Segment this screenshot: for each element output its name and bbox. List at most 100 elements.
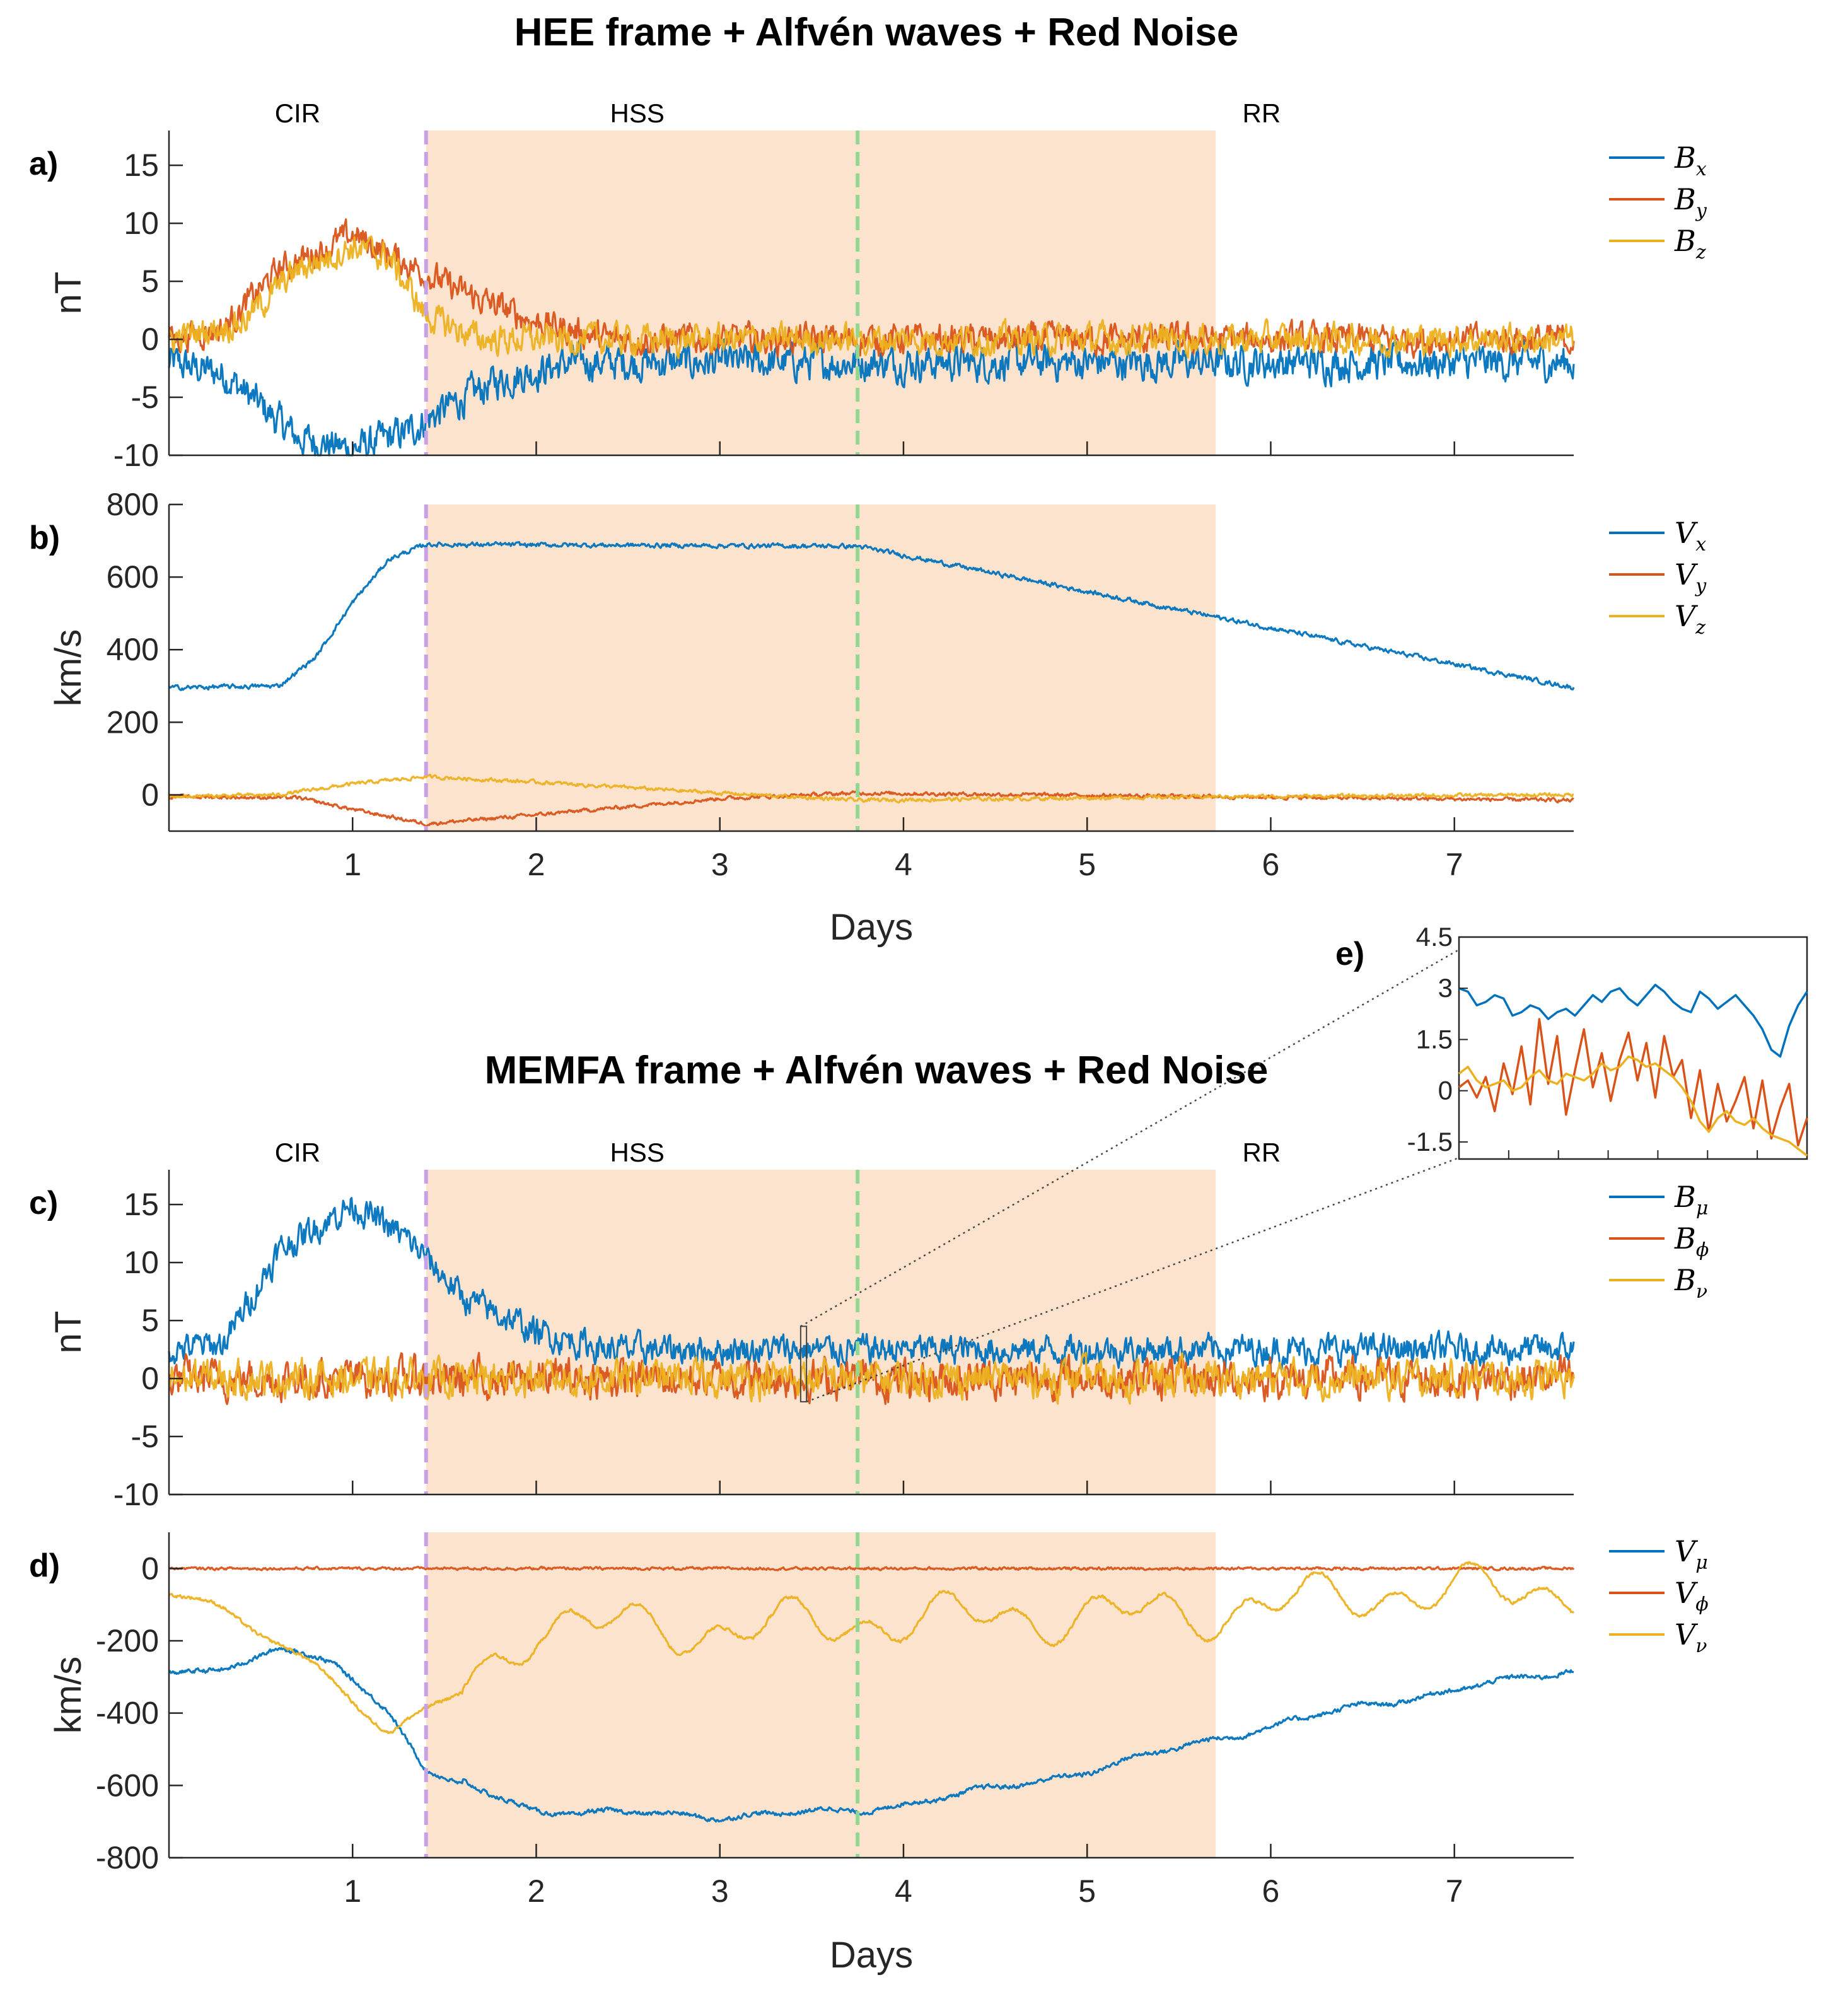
legend-label-symbol: B (1674, 1263, 1696, 1297)
legend-label-subscript: ϕ (1695, 1594, 1708, 1616)
legend-label-subscript: x (1696, 158, 1707, 180)
legend-label: By (1674, 182, 1707, 222)
y-tick-label: 0 (141, 322, 159, 357)
legend-label-subscript: μ (1695, 1552, 1708, 1574)
x-axis-label: Days (830, 1935, 913, 1976)
hss-shaded-region (426, 131, 1216, 455)
legend-label-symbol: V (1675, 599, 1699, 633)
legend-label-symbol: B (1674, 182, 1696, 216)
legend-label: Bμ (1674, 1180, 1708, 1220)
series-line-b-1 (168, 218, 1575, 359)
legend-label: Bz (1674, 224, 1706, 264)
legend-label-subscript: ν (1696, 1281, 1707, 1303)
legend-label: Bx (1674, 141, 1707, 180)
legend-label-symbol: B (1674, 224, 1696, 258)
x-tick-label: 7 (1446, 1873, 1463, 1909)
region-label-rr: RR (1243, 1138, 1281, 1167)
hss-shaded-region (426, 504, 1216, 831)
y-tick-label: 800 (107, 487, 159, 522)
legend-label-subscript: z (1695, 242, 1706, 264)
series-line-b-0 (168, 1197, 1575, 1371)
x-tick-label: 1 (344, 1873, 361, 1909)
panel-title: HEE frame + Alfvén waves + Red Noise (514, 11, 1239, 54)
y-axis-label: nT (48, 1311, 89, 1354)
inset-y-tick-label: 4.5 (1416, 922, 1453, 952)
panel-label: d) (29, 1547, 60, 1584)
y-tick-label: -10 (113, 1477, 159, 1512)
legend-label: Vy (1675, 557, 1707, 597)
y-tick-label: 10 (124, 1245, 159, 1280)
legend-label-symbol: V (1675, 1576, 1699, 1610)
y-tick-label: 0 (141, 1361, 159, 1396)
hss-shaded-region (426, 1170, 1216, 1495)
region-label-hss: HSS (610, 1138, 664, 1167)
y-tick-label: 5 (141, 264, 159, 299)
region-label-hss: HSS (610, 98, 664, 128)
panel-label: a) (29, 146, 58, 182)
y-tick-label: -800 (96, 1840, 159, 1875)
series-line-v-2 (168, 1561, 1575, 1734)
y-tick-label: -400 (96, 1696, 159, 1731)
x-tick-label: 4 (895, 1873, 912, 1909)
panel-label: e) (1335, 936, 1364, 972)
legend-label-subscript: y (1695, 200, 1707, 222)
series-line-b-2 (168, 235, 1574, 359)
y-tick-label: -5 (131, 1419, 159, 1454)
y-tick-label: 600 (107, 559, 159, 595)
legend-label: Vϕ (1675, 1576, 1709, 1616)
x-tick-label: 7 (1446, 847, 1463, 882)
panel-label: b) (29, 520, 60, 556)
legend-label: Vz (1675, 599, 1706, 639)
y-tick-label: 15 (124, 148, 159, 183)
legend-label-symbol: V (1675, 557, 1699, 591)
y-tick-label: 0 (141, 777, 159, 812)
inset-y-tick-label: -1.5 (1407, 1127, 1453, 1157)
x-tick-label: 2 (528, 1873, 545, 1909)
legend-label-symbol: B (1674, 1180, 1696, 1214)
series-line-v-0 (168, 540, 1575, 692)
legend-label-subscript: ν (1695, 1635, 1707, 1657)
y-axis-label: km/s (48, 1657, 89, 1733)
y-tick-label: 200 (107, 704, 159, 740)
x-tick-label: 4 (895, 847, 912, 882)
y-tick-label: 10 (124, 206, 159, 241)
y-axis-label: km/s (48, 629, 89, 706)
legend-label: Vx (1675, 516, 1706, 556)
y-tick-label: 0 (141, 1551, 159, 1586)
y-tick-label: 5 (141, 1303, 159, 1338)
series-line-v-1 (168, 1565, 1575, 1571)
legend-label-subscript: ϕ (1696, 1239, 1709, 1261)
y-tick-label: 15 (124, 1187, 159, 1222)
zoom-connector-top (800, 948, 1460, 1327)
legend-label: Vμ (1675, 1534, 1708, 1574)
inset-series-line-2 (1458, 1055, 1808, 1157)
panel-a: HEE frame + Alfvén waves + Red Noise CIR H… (29, 11, 1707, 473)
inset-series-line-1 (1458, 1018, 1808, 1147)
inset-y-tick-label: 0 (1438, 1076, 1453, 1105)
hss-shaded-region (426, 1532, 1216, 1858)
series-line-v-2 (168, 773, 1574, 804)
x-axis-label: Days (830, 907, 913, 948)
panel-title: MEMFA frame + Alfvén waves + Red Noise (485, 1049, 1269, 1092)
x-tick-label: 1 (344, 847, 361, 882)
panel-c: MEMFA frame + Alfvén waves + Red Noise CI… (29, 1049, 1709, 1512)
x-tick-label: 5 (1078, 847, 1096, 882)
panel-e-inset: -1.5 0 1.5 3 4.5 e) (799, 922, 1808, 1403)
legend-label-symbol: V (1675, 1617, 1699, 1652)
legend-label-symbol: B (1674, 141, 1696, 175)
legend-label-symbol: V (1675, 516, 1699, 550)
zoom-region-box (799, 1326, 808, 1402)
legend-label-symbol: V (1675, 1534, 1699, 1568)
series-line-v-1 (168, 790, 1574, 827)
x-tick-label: 6 (1262, 1873, 1280, 1909)
legend-label-symbol: B (1674, 1221, 1696, 1256)
x-tick-label: 6 (1262, 847, 1280, 882)
region-label-rr: RR (1243, 98, 1281, 128)
legend-label-subscript: μ (1696, 1197, 1709, 1220)
x-tick-label: 5 (1078, 1873, 1096, 1909)
x-tick-label: 3 (711, 847, 729, 882)
y-tick-label: -600 (96, 1768, 159, 1803)
